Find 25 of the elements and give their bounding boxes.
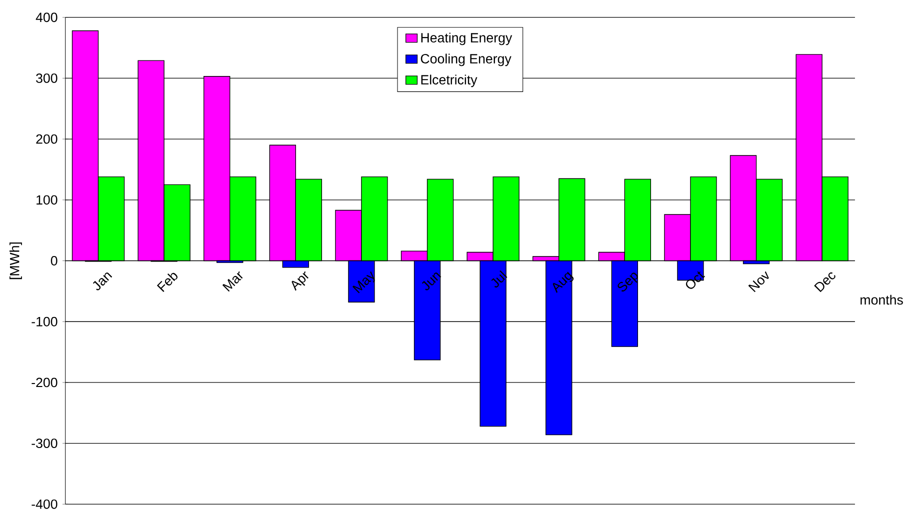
y-tick-label: -400 xyxy=(32,500,58,510)
x-tick-label: Feb xyxy=(156,273,178,292)
x-axis-title: months xyxy=(860,295,903,305)
y-tick-label: 300 xyxy=(36,74,58,84)
y-axis-title: [MWh] xyxy=(10,242,22,280)
x-tick-label: May xyxy=(352,271,375,294)
x-tick-label: Nov xyxy=(748,271,769,292)
x-tick-label: Mar xyxy=(222,272,243,292)
y-tick-label: 0 xyxy=(50,256,58,266)
legend-label: Heating Energy xyxy=(421,32,512,46)
x-tick-label: Jun xyxy=(422,272,442,290)
x-tick-label: Jan xyxy=(92,272,112,290)
y-tick-label: -100 xyxy=(32,317,58,327)
y-tick-label: -200 xyxy=(32,378,58,388)
x-tick-label: Dec xyxy=(814,272,836,292)
x-tick-label: Apr xyxy=(292,272,308,292)
x-tick-label: Jul xyxy=(491,270,508,288)
x-tick-label: Sep xyxy=(618,272,638,292)
y-tick-label: 400 xyxy=(36,12,58,22)
legend-label: Cooling Energy xyxy=(420,54,512,66)
y-tick-label: -300 xyxy=(32,438,58,448)
y-tick-label: 100 xyxy=(36,195,58,205)
x-tick-label: Aug xyxy=(552,272,574,294)
y-tick-label: 200 xyxy=(36,134,58,144)
legend-label: Elcetricity xyxy=(421,74,478,88)
